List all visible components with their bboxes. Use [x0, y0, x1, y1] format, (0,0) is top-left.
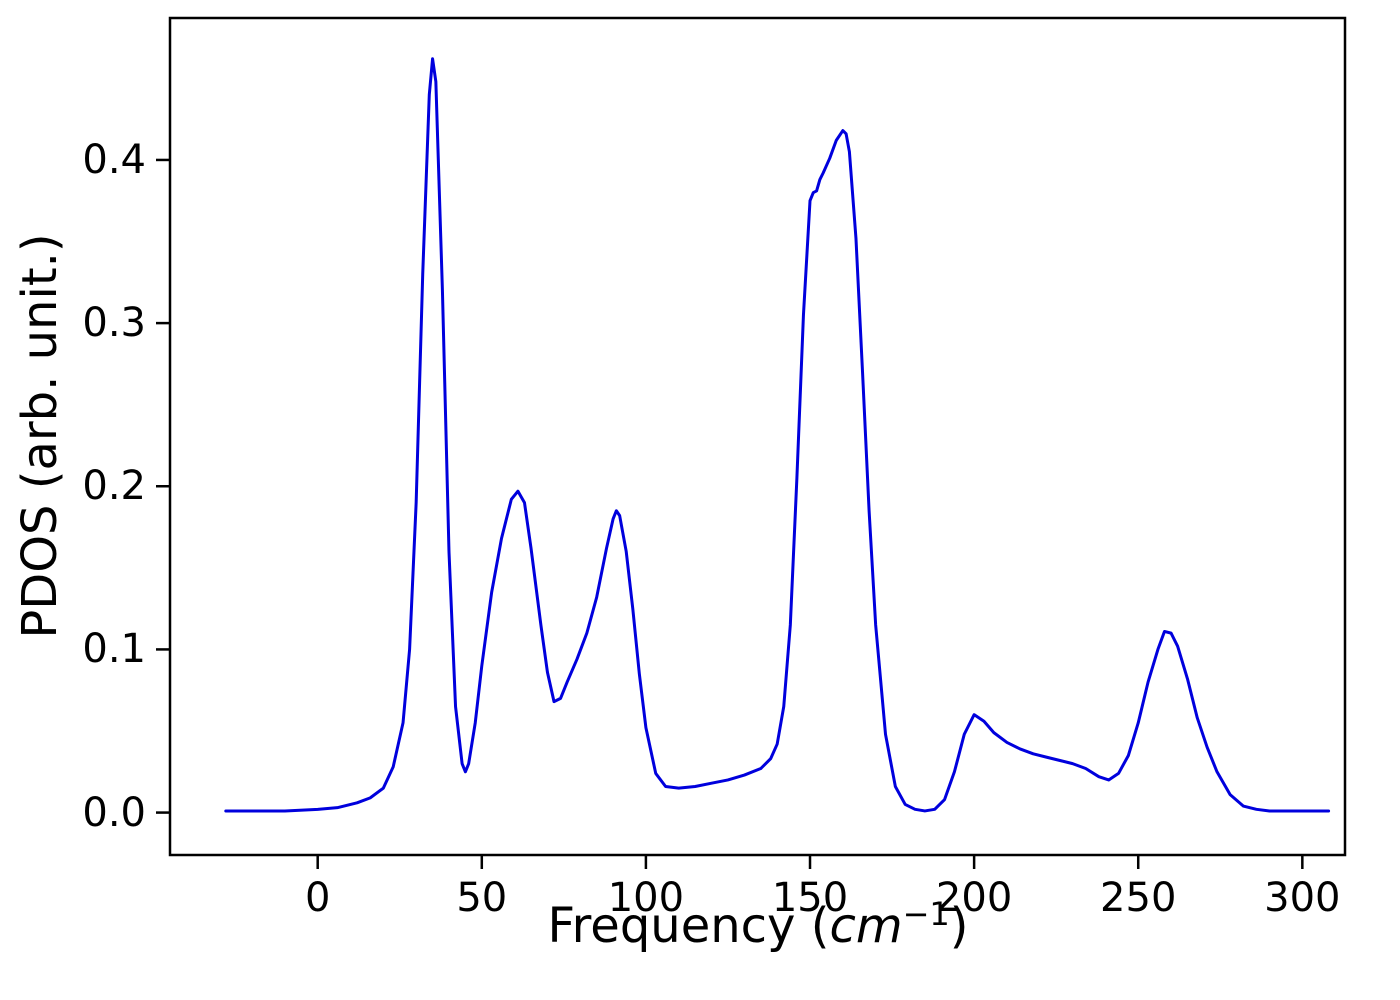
- x-tick-label: 300: [1264, 875, 1341, 921]
- x-tick-label: 200: [935, 875, 1013, 921]
- y-tick-label: 0.0: [82, 789, 146, 836]
- y-tick-label: 0.2: [82, 463, 146, 510]
- pdos-curve: [224, 57, 1331, 813]
- x-tick-label: 250: [1100, 875, 1177, 921]
- x-tick-label: 150: [771, 875, 849, 921]
- y-tick-label: 0.4: [82, 136, 146, 183]
- x-axis-label-exponent: −1: [902, 895, 950, 933]
- x-tick-label: 100: [607, 875, 685, 921]
- y-tick-label: 0.3: [82, 300, 146, 347]
- x-axis-label-prefix: Frequency (: [547, 898, 830, 954]
- y-tick-label: 0.1: [82, 626, 146, 673]
- plot-spines: [168, 16, 1347, 857]
- x-tick-label: 50: [456, 875, 508, 921]
- y-axis-label: PDOS (arb. unit.): [12, 233, 68, 639]
- x-axis-label-unit: cm: [829, 898, 903, 954]
- x-axis-label-suffix: ): [949, 898, 969, 954]
- x-axis-label: Frequency (cm−1): [547, 898, 968, 954]
- x-tick-label: 0: [304, 875, 331, 921]
